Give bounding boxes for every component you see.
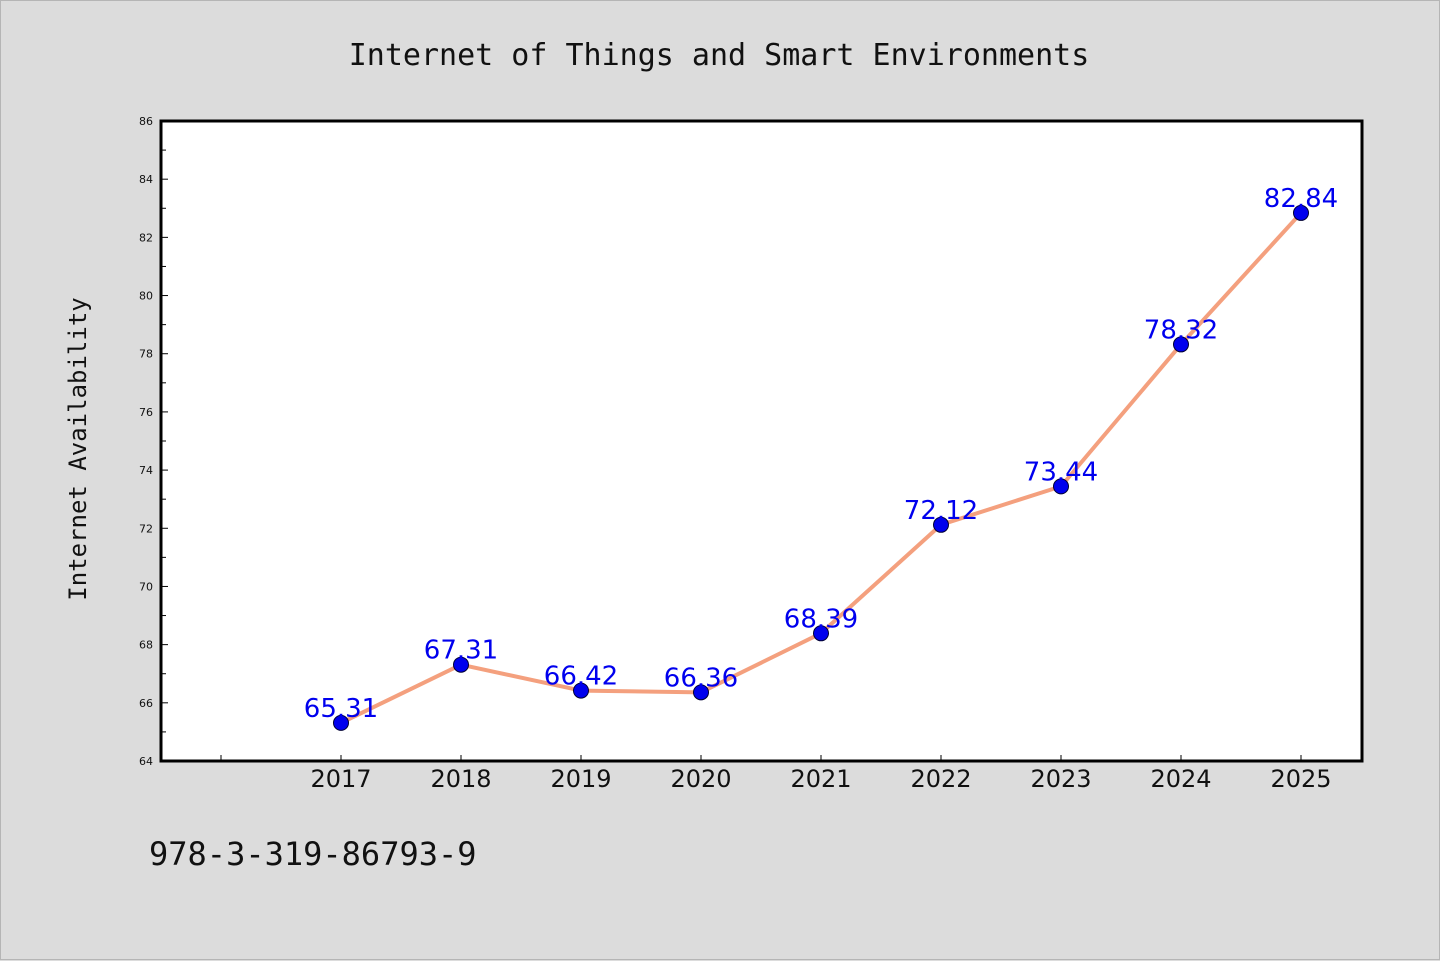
y-tick-label: 74 <box>139 464 153 477</box>
x-tick-label: 2022 <box>910 765 971 793</box>
x-tick-label: 2023 <box>1030 765 1091 793</box>
x-tick-label: 2018 <box>430 765 491 793</box>
x-tick-label: 2019 <box>550 765 611 793</box>
y-tick-label: 72 <box>139 522 153 535</box>
plot-area <box>159 119 1364 763</box>
footer-isbn: 978-3-319-86793-9 <box>149 835 477 873</box>
x-tick-label: 2020 <box>670 765 731 793</box>
data-label: 68.39 <box>784 604 858 634</box>
data-markers <box>333 204 1309 731</box>
data-point <box>813 625 829 642</box>
data-point <box>1173 336 1189 353</box>
data-label: 66.36 <box>664 663 738 693</box>
y-tick-label: 76 <box>139 406 153 419</box>
x-tick-label: 2017 <box>310 765 371 793</box>
y-axis: 64 66 68 70 72 74 76 78 80 82 84 86 <box>139 115 168 768</box>
y-axis-label: Internet Availability <box>64 297 92 600</box>
data-point <box>573 682 589 699</box>
y-tick-label: 70 <box>139 580 153 593</box>
y-tick-label: 68 <box>139 639 153 652</box>
y-tick-label: 64 <box>139 755 153 768</box>
x-tick-label: 2021 <box>790 765 851 793</box>
data-label: 66.42 <box>544 662 618 692</box>
data-point <box>693 684 709 701</box>
data-label: 78.32 <box>1144 315 1218 345</box>
data-label: 67.31 <box>424 636 498 666</box>
data-labels: 65.31 67.31 66.42 66.36 68.39 72.12 73.44 78.32… <box>304 184 1338 724</box>
y-tick-label: 66 <box>139 697 153 710</box>
data-label: 65.31 <box>304 694 378 724</box>
data-label: 72.12 <box>904 496 978 526</box>
y-tick-label: 80 <box>139 290 153 303</box>
data-point <box>453 656 469 673</box>
data-point <box>933 516 949 533</box>
chart-title: Internet of Things and Smart Environment… <box>349 38 1090 73</box>
y-tick-label: 86 <box>139 115 153 128</box>
data-point <box>1293 204 1309 221</box>
data-point <box>333 714 349 731</box>
x-tick-label: 2025 <box>1270 765 1331 793</box>
y-tick-label: 82 <box>139 231 153 244</box>
x-tick-label: 2024 <box>1150 765 1211 793</box>
y-tick-label: 78 <box>139 348 153 361</box>
data-label: 82.84 <box>1264 184 1338 214</box>
x-axis: 2017 2018 2019 2020 2021 2022 2023 2024 2025 <box>220 755 1332 793</box>
y-tick-label: 84 <box>139 173 153 186</box>
data-label: 73.44 <box>1024 457 1098 487</box>
data-point <box>1053 478 1069 495</box>
